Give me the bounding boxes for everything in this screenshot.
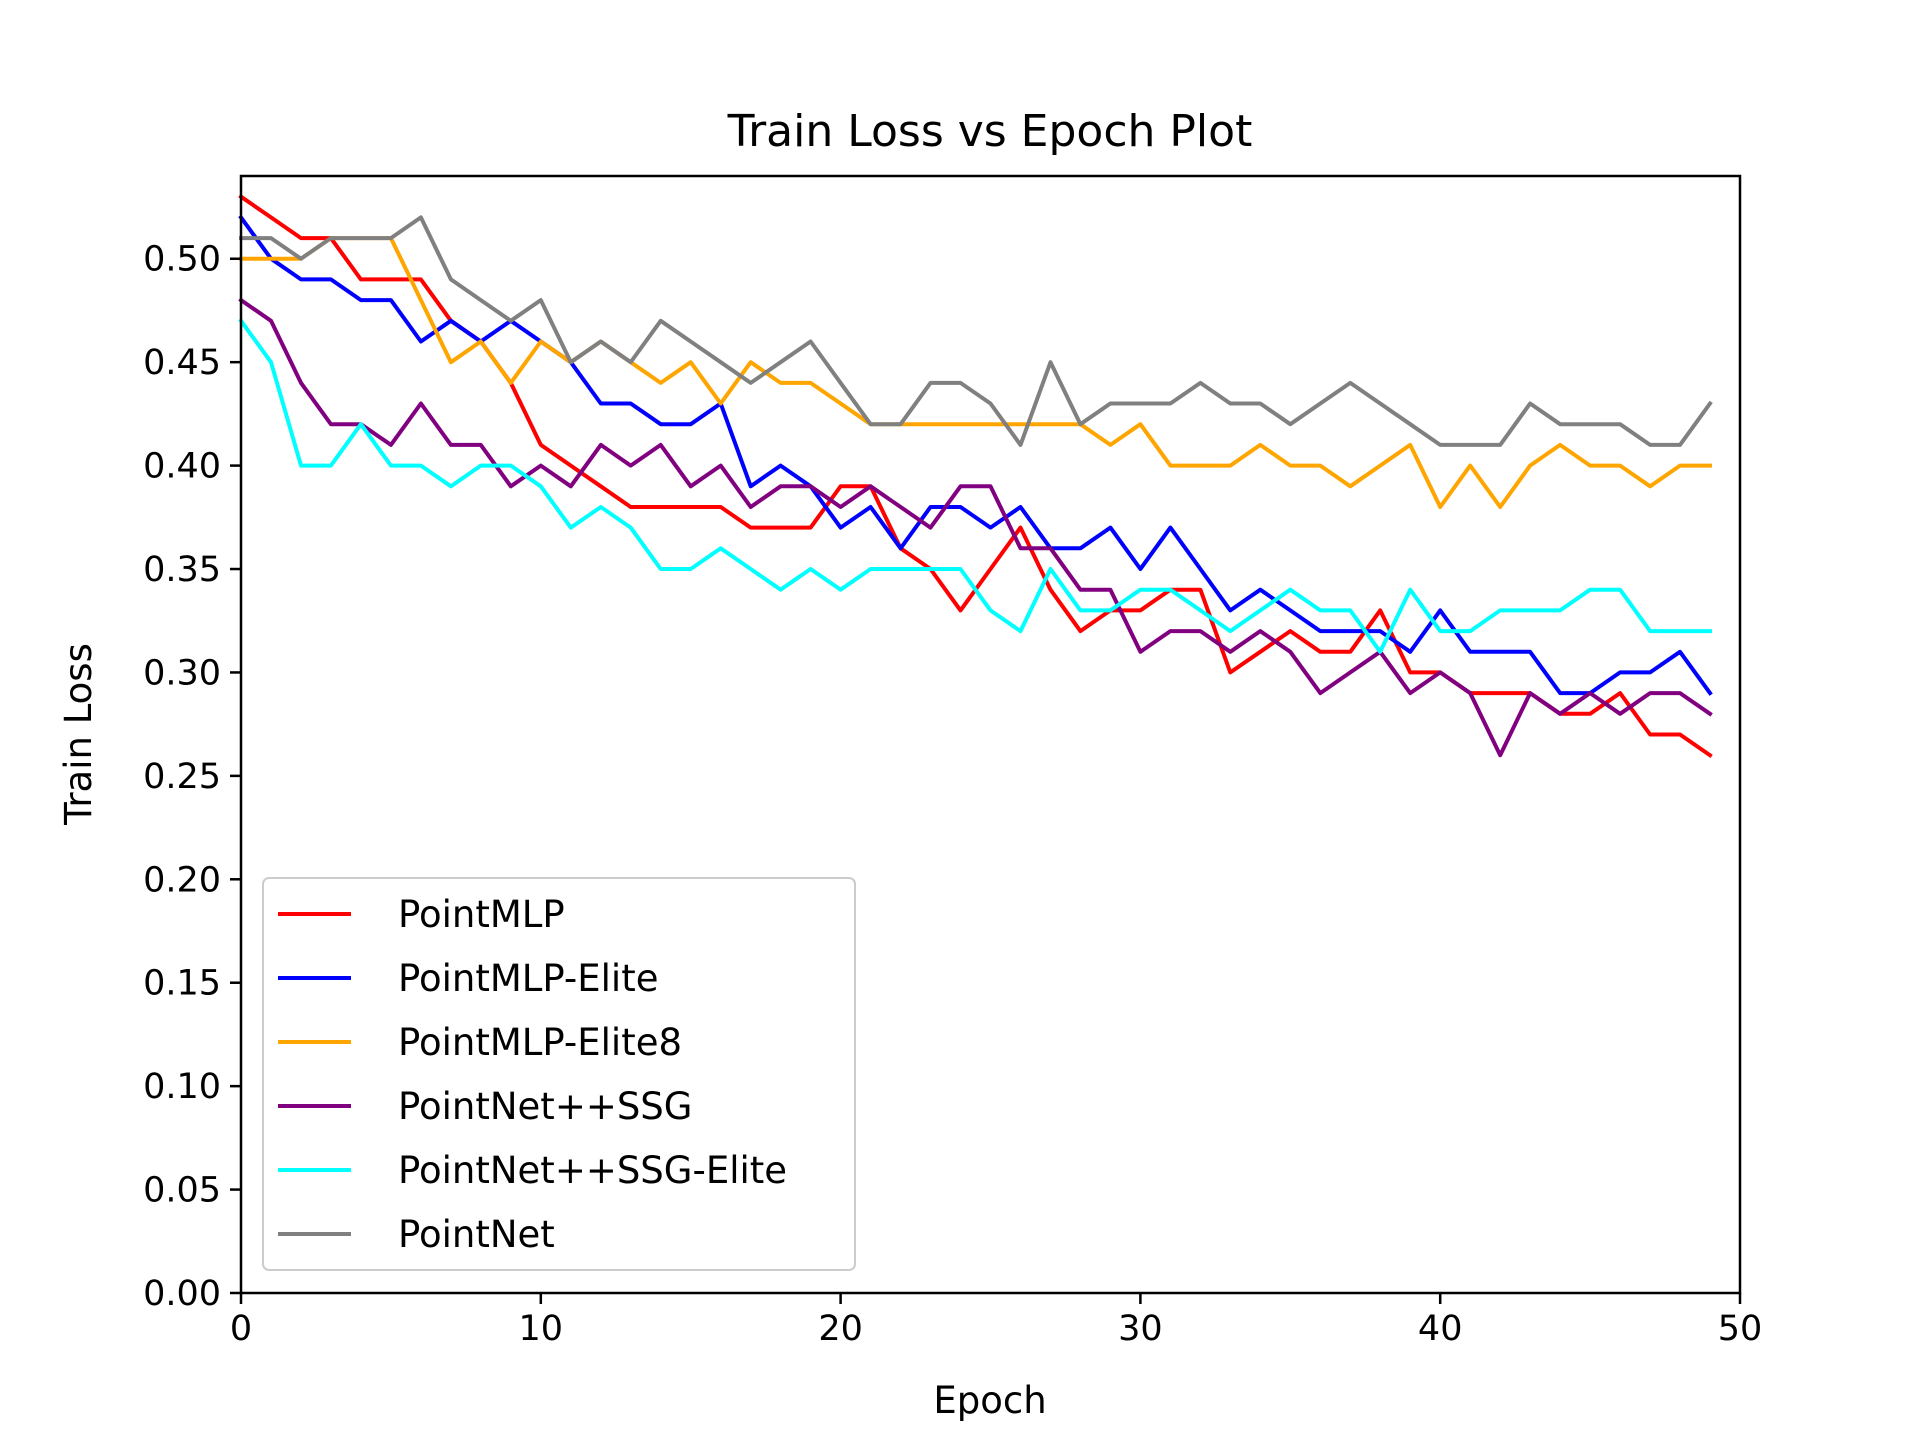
legend: PointMLP PointMLP-Elite PointMLP-Elite8 Poi… bbox=[262, 877, 856, 1271]
axes: 0 10 20 30 40 50 0.00 0.05 0.10 0.15 0.20 0.25 0.30 0… bbox=[143, 240, 1762, 1349]
y-tick-label: 0.45 bbox=[143, 343, 221, 383]
x-tick-label: 30 bbox=[1118, 1309, 1163, 1349]
y-tick-label: 0.10 bbox=[143, 1067, 221, 1107]
legend-label: PointMLP-Elite bbox=[398, 957, 658, 1000]
y-tick-label: 0.05 bbox=[143, 1171, 221, 1211]
y-tick-label: 0.00 bbox=[143, 1274, 221, 1314]
legend-label: PointNet++SSG bbox=[398, 1085, 692, 1128]
x-tick-label: 10 bbox=[519, 1309, 564, 1349]
legend-box bbox=[262, 877, 856, 1271]
x-tick-label: 40 bbox=[1418, 1309, 1463, 1349]
y-axis-label: Train Loss bbox=[57, 643, 100, 826]
y-tick-label: 0.25 bbox=[143, 757, 221, 797]
y-tick-label: 0.50 bbox=[143, 240, 221, 280]
legend-label: PointNet++SSG-Elite bbox=[398, 1149, 787, 1192]
y-tick-label: 0.15 bbox=[143, 964, 221, 1004]
series-line-pointmlp bbox=[238, 193, 1713, 758]
x-tick-label: 50 bbox=[1718, 1309, 1763, 1349]
series-line-pointmlp-elite bbox=[238, 214, 1713, 696]
series-line-pointnet-ssg bbox=[238, 297, 1713, 758]
x-tick-label: 0 bbox=[230, 1309, 252, 1349]
x-tick-label: 20 bbox=[818, 1309, 863, 1349]
x-axis-label: Epoch bbox=[933, 1379, 1046, 1422]
y-tick-label: 0.35 bbox=[143, 550, 221, 590]
series-line-pointnet-ssg-elite bbox=[238, 318, 1712, 654]
series-line-pointnet bbox=[239, 215, 1713, 447]
plot-frame bbox=[239, 174, 1742, 1295]
series-line-pointmlp-elite8 bbox=[239, 236, 1712, 509]
legend-label: PointMLP bbox=[398, 893, 565, 936]
legend-label: PointMLP-Elite8 bbox=[398, 1021, 682, 1064]
y-tick-label: 0.30 bbox=[143, 653, 221, 693]
y-tick-label: 0.40 bbox=[143, 447, 221, 487]
plot-area bbox=[238, 193, 1713, 758]
y-tick-label: 0.20 bbox=[143, 860, 221, 900]
chart-title: Train Loss vs Epoch Plot bbox=[727, 106, 1253, 157]
legend-label: PointNet bbox=[398, 1213, 555, 1256]
